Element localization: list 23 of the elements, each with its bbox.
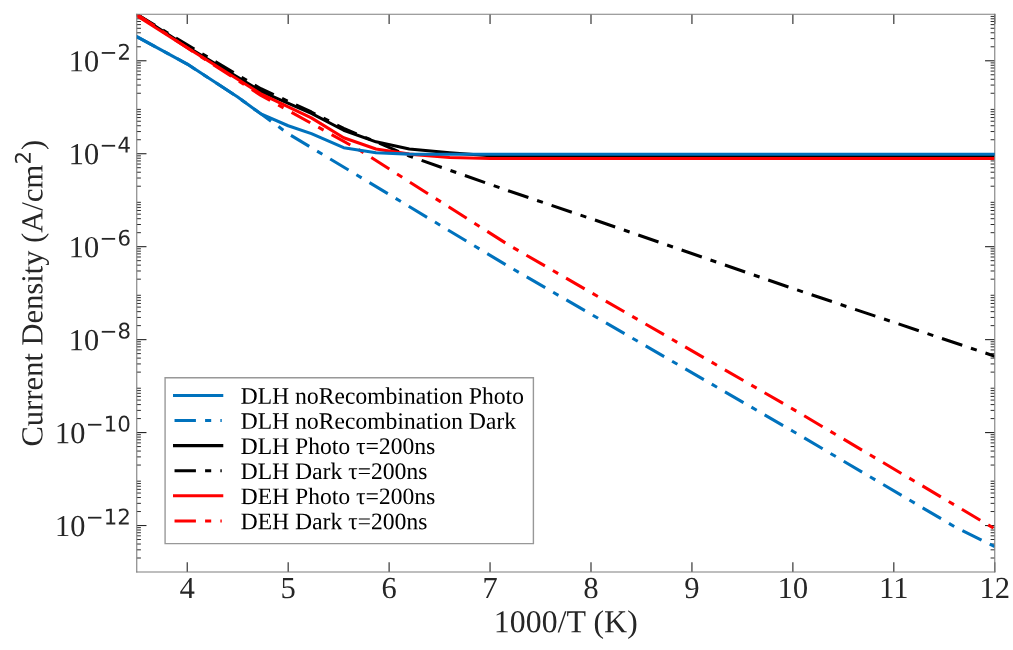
x-tick-label: 9 [685, 577, 699, 599]
legend-label: DEH Photo τ=200ns [241, 487, 435, 505]
y-axis-title: Current Density (A/cm$^{2}$) [14, 141, 49, 446]
y-tick-label: 10$^{−10}$ [57, 415, 130, 444]
x-tick-label: 7 [484, 578, 497, 599]
x-axis-title: 1000/T (K) [496, 610, 637, 640]
x-tick-label: 6 [382, 577, 396, 599]
x-tick-label: 4 [180, 577, 195, 599]
y-tick-label: 10$^{−4}$ [71, 136, 130, 165]
x-tick-label: 11 [881, 577, 907, 599]
legend-label: DLH Dark τ=200ns [241, 462, 427, 480]
legend-label: DEH Dark τ=200ns [241, 512, 427, 530]
x-tick-label: 5 [282, 578, 295, 599]
x-tick-label: 12 [982, 577, 1009, 599]
y-tick-label: 10$^{−12}$ [57, 508, 129, 537]
legend-label: DLH noRecombination Photo [241, 387, 524, 404]
legend-label: DLH Photo τ=200ns [241, 437, 435, 455]
y-tick-label: 10$^{−2}$ [71, 43, 129, 72]
legend-label: DLH noRecombination Dark [241, 412, 517, 430]
x-tick-label: 8 [584, 577, 598, 599]
y-tick-label: 10$^{−8}$ [71, 322, 130, 351]
y-tick-label: 10$^{−6}$ [71, 229, 130, 258]
x-tick-label: 10 [780, 577, 807, 599]
